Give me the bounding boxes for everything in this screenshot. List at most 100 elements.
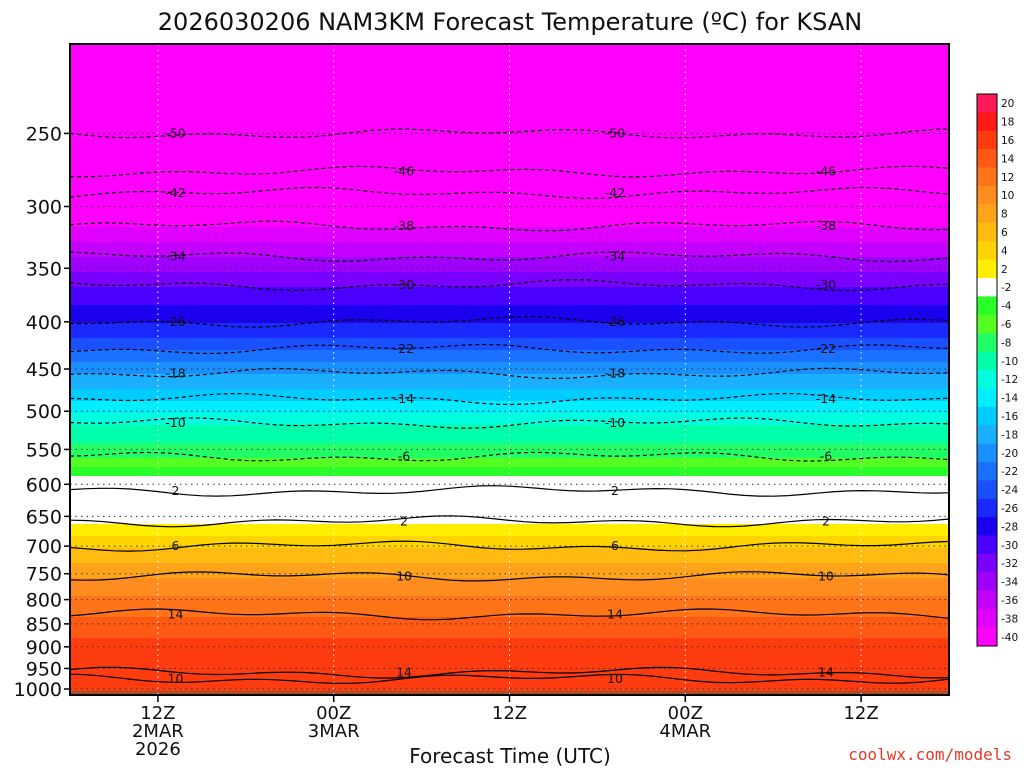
- colorbar-swatch: [977, 498, 997, 518]
- contour-label: -26: [605, 314, 625, 329]
- temperature-band: [70, 326, 949, 330]
- temperature-band: [70, 581, 949, 585]
- temperature-band: [70, 212, 949, 216]
- x-tick-label: 4MAR: [659, 721, 711, 742]
- temperature-band: [70, 347, 949, 351]
- colorbar-label: 2: [1001, 264, 1008, 276]
- source-credit: coolwx.com/models: [848, 745, 1012, 764]
- contour-label: -42: [165, 185, 185, 200]
- temperature-band: [70, 251, 949, 255]
- temperature-band: [70, 623, 949, 627]
- temperature-band: [70, 215, 949, 219]
- colorbar-label: -6: [1001, 319, 1012, 331]
- colorbar-label: 4: [1001, 245, 1008, 257]
- colorbar-label: 12: [1001, 172, 1014, 184]
- y-tick-label: 750: [26, 564, 62, 586]
- x-tick-label: 12Z: [492, 703, 527, 724]
- temperature-band: [70, 50, 949, 54]
- colorbar-label: -38: [1001, 613, 1018, 625]
- contour-label: 14: [168, 606, 184, 621]
- colorbar-swatch: [977, 259, 997, 279]
- contour-label: 10: [818, 568, 834, 583]
- temperature-band: [70, 221, 949, 225]
- contour-label: -22: [394, 341, 414, 356]
- temperature-band: [70, 458, 949, 462]
- colorbar-swatch: [977, 590, 997, 610]
- temperature-band: [70, 386, 949, 390]
- temperature-band: [70, 557, 949, 561]
- temperature-band: [70, 404, 949, 408]
- temperature-band: [70, 563, 949, 567]
- contour-label: -38: [816, 218, 836, 233]
- temperature-band: [70, 668, 949, 672]
- temperature-band: [70, 365, 949, 369]
- temperature-band: [70, 119, 949, 123]
- temperature-band: [70, 518, 949, 522]
- temperature-band: [70, 530, 949, 534]
- temperature-band: [70, 149, 949, 153]
- contour-label: 2: [822, 513, 830, 528]
- contour-label: 14: [396, 665, 412, 680]
- colorbar-swatch: [977, 351, 997, 371]
- temperature-band: [70, 110, 949, 114]
- temperature-band: [70, 305, 949, 309]
- colorbar-swatch: [977, 425, 997, 444]
- temperature-band: [70, 590, 949, 594]
- colorbar-swatch: [977, 480, 997, 500]
- y-tick-label: 800: [26, 590, 62, 612]
- colorbar-swatch: [977, 130, 997, 150]
- temperature-band: [70, 602, 949, 606]
- colorbar-swatch: [977, 554, 997, 573]
- temperature-band: [70, 497, 949, 501]
- temperature-band: [70, 647, 949, 651]
- contour-label: -46: [394, 164, 414, 179]
- temperature-band: [70, 209, 949, 213]
- contour-label: -18: [605, 365, 625, 380]
- contour-line: [70, 540, 949, 552]
- x-tick-label: 2MAR: [132, 721, 184, 742]
- colorbar-label: -14: [1001, 393, 1018, 405]
- y-tick-label: 250: [26, 123, 62, 145]
- temperature-band: [70, 662, 949, 666]
- colorbar-label: 6: [1001, 227, 1008, 239]
- temperature-band: [70, 338, 949, 342]
- contour-line: [70, 608, 949, 621]
- y-tick-label: 500: [26, 401, 62, 423]
- colorbar-label: -8: [1001, 337, 1011, 349]
- temperature-band: [70, 608, 949, 612]
- colorbar-swatch: [977, 609, 997, 628]
- contour-line: [70, 673, 949, 684]
- temperature-band: [70, 374, 949, 378]
- temperature-band: [70, 470, 949, 474]
- temperature-band: [70, 437, 949, 441]
- x-tick-label: 00Z: [316, 703, 351, 724]
- temperature-band: [70, 62, 949, 66]
- temperature-band: [70, 614, 949, 618]
- temperature-band: [70, 89, 949, 93]
- temperature-band: [70, 83, 949, 87]
- temperature-band: [70, 677, 949, 681]
- y-tick-label: 350: [26, 258, 62, 280]
- x-tick-label: 2026: [135, 739, 181, 760]
- temperature-band: [70, 176, 949, 180]
- temperature-band: [70, 44, 949, 48]
- temperature-band: [70, 536, 949, 540]
- temperature-band: [70, 407, 949, 411]
- contour-label: -50: [165, 125, 185, 140]
- colorbar-label: 18: [1001, 117, 1014, 129]
- temperature-band: [70, 680, 949, 684]
- temperature-band: [70, 542, 949, 546]
- temperature-band: [70, 392, 949, 396]
- colorbar-swatch: [977, 406, 997, 426]
- temperature-band: [70, 239, 949, 243]
- y-tick-label: 950: [26, 658, 62, 680]
- contour-label: 2: [611, 483, 619, 498]
- colorbar-swatch: [977, 370, 997, 389]
- colorbar-swatch: [977, 186, 997, 205]
- contour-label: 6: [611, 538, 619, 553]
- temperature-band: [70, 611, 949, 615]
- temperature-band: [70, 671, 949, 675]
- temperature-band: [70, 260, 949, 264]
- temperature-band: [70, 350, 949, 354]
- colorbar-swatch: [977, 535, 997, 555]
